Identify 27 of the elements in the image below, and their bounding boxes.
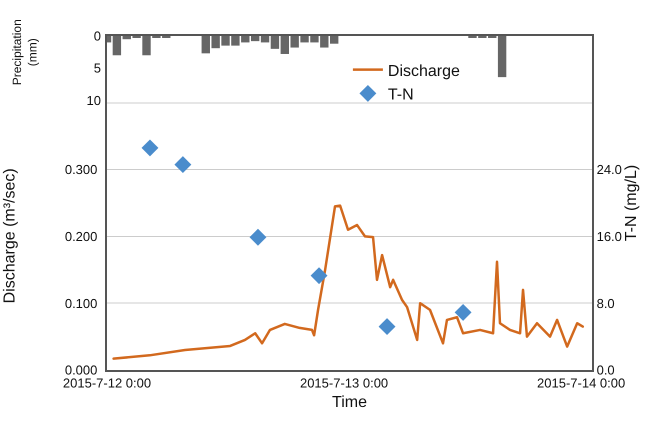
point <box>378 318 396 336</box>
y-axis-title: Discharge (m³/sec) <box>2 168 19 304</box>
y-tick-label: 0.000 <box>64 362 98 378</box>
point <box>142 139 158 156</box>
legend-label: T-N <box>388 86 414 104</box>
x-tick-label: 2015-7-13 0:00 <box>300 376 388 391</box>
y-tick-label: 0.100 <box>64 296 98 311</box>
y2-tick-label: 0.0 <box>596 362 615 378</box>
point <box>174 156 192 174</box>
point <box>454 304 472 321</box>
y-tick-label: 0.200 <box>64 228 98 244</box>
y2-axis-title: T-N (mg/L) <box>623 164 640 242</box>
legend-label: Discharge <box>388 62 460 80</box>
y3-tick-label: 0 <box>94 28 101 44</box>
y3-axis-title: Precipitation (mm) <box>10 19 40 86</box>
x-axis-title: Time <box>332 394 368 411</box>
x-tick-label: 2015-7-14 0:00 <box>537 376 626 391</box>
y2-tick-label: 24.0 <box>596 162 622 178</box>
y2-tick-label: 16.0 <box>596 228 622 244</box>
line-series <box>112 204 584 360</box>
y3-tick-label: 10 <box>86 92 101 108</box>
y-tick-label: 0.300 <box>64 162 98 178</box>
y3-tick-label: 5 <box>94 60 101 76</box>
point <box>250 228 266 246</box>
y2-tick-label: 8.0 <box>596 296 615 311</box>
x-tick-label: 2015-7-12 0:00 <box>62 376 152 391</box>
point <box>310 267 328 284</box>
